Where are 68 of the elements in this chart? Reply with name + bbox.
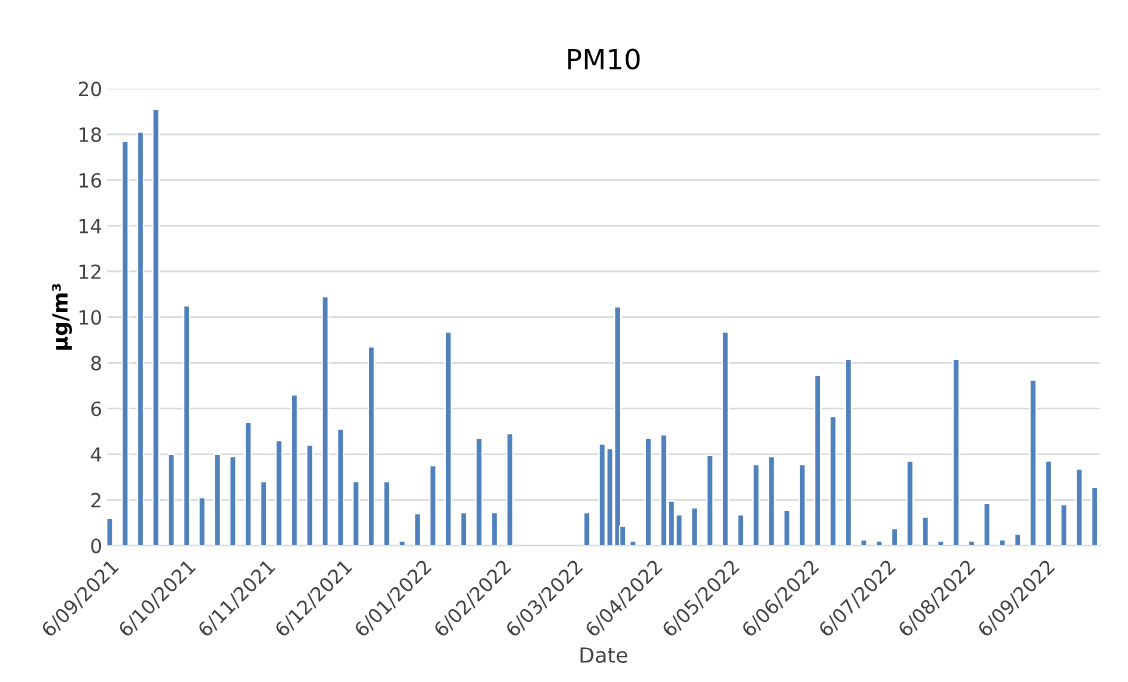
bar xyxy=(413,512,422,546)
y-tick-label: 0 xyxy=(91,538,102,554)
bar xyxy=(336,428,345,546)
y-tick-label: 2 xyxy=(91,492,101,508)
bar xyxy=(1060,503,1068,546)
bar xyxy=(475,437,483,546)
y-tick-label: 12 xyxy=(79,264,101,279)
bar xyxy=(690,507,699,546)
bar xyxy=(736,514,745,546)
bar xyxy=(706,454,714,546)
y-tick-label: 4 xyxy=(90,447,102,462)
bar xyxy=(229,455,237,546)
bar xyxy=(875,540,883,546)
bar xyxy=(121,140,129,546)
bar xyxy=(182,305,191,546)
bar xyxy=(583,511,591,546)
bar xyxy=(506,432,514,546)
bar xyxy=(429,464,437,546)
bar xyxy=(967,540,976,546)
bar xyxy=(167,453,176,546)
bar xyxy=(813,374,822,546)
y-tick-label: 16 xyxy=(79,173,102,188)
bar xyxy=(1013,533,1022,546)
bar xyxy=(936,540,945,546)
y-tick-label: 8 xyxy=(91,355,101,371)
bar xyxy=(1044,460,1053,546)
y-tick-label: 14 xyxy=(79,218,102,234)
y-tick-label: 10 xyxy=(79,310,102,325)
bar xyxy=(490,511,499,546)
bar xyxy=(367,346,376,546)
bar xyxy=(198,496,206,546)
bar xyxy=(244,421,253,546)
bar xyxy=(1029,379,1037,546)
bar xyxy=(1075,468,1084,546)
chart-title: PM10 xyxy=(568,48,640,70)
bar xyxy=(798,463,807,546)
bar xyxy=(752,463,760,546)
bar xyxy=(259,480,268,546)
bar xyxy=(290,394,299,546)
bar xyxy=(321,295,329,546)
x-axis-title: Date xyxy=(580,647,628,663)
y-tick-label: 6 xyxy=(91,401,102,417)
bar xyxy=(459,511,468,546)
y-tick-label: 20 xyxy=(78,81,102,97)
bar xyxy=(275,439,283,546)
bar xyxy=(398,540,406,546)
bar xyxy=(306,444,314,546)
bar xyxy=(952,358,960,546)
bar xyxy=(644,437,653,546)
bar xyxy=(721,331,730,546)
bar xyxy=(860,539,868,546)
bar xyxy=(152,108,160,546)
bar xyxy=(844,358,853,546)
bar xyxy=(213,453,222,546)
bar xyxy=(983,502,991,546)
bar xyxy=(444,331,453,546)
bar xyxy=(1090,486,1099,546)
bar xyxy=(382,480,391,546)
bar xyxy=(629,540,637,546)
y-axis-title: µg/m³ xyxy=(52,283,72,350)
bar xyxy=(352,480,360,546)
bar xyxy=(906,460,914,546)
bar xyxy=(829,415,837,546)
y-tick-label: 18 xyxy=(79,127,101,143)
bar xyxy=(136,131,145,546)
bar xyxy=(783,509,791,546)
bar xyxy=(921,516,930,546)
bar xyxy=(767,455,776,546)
